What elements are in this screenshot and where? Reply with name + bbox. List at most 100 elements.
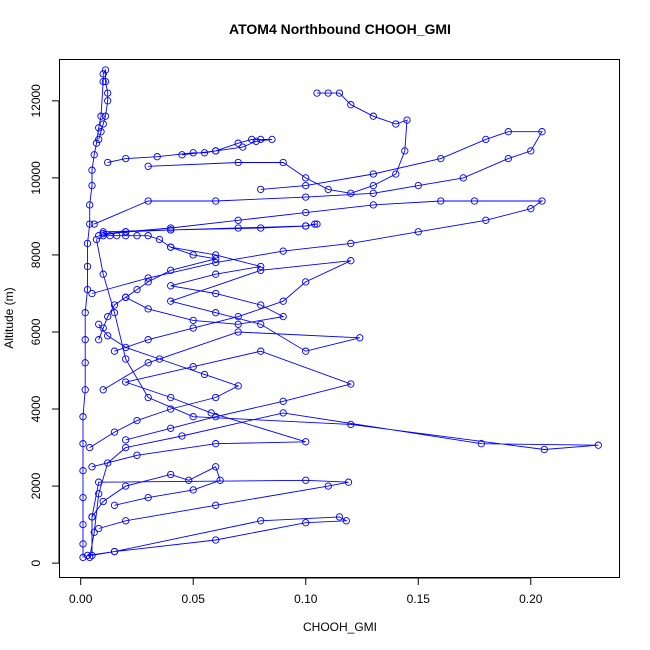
data-point xyxy=(437,154,445,163)
data-point xyxy=(167,224,175,232)
x-axis-label: CHOOH_GMI xyxy=(303,620,377,634)
data-point xyxy=(97,128,105,136)
data-point xyxy=(212,289,220,298)
data-point xyxy=(302,347,310,355)
data-point xyxy=(86,220,94,228)
data-point xyxy=(88,551,96,560)
data-point xyxy=(110,547,119,556)
data-point xyxy=(342,517,350,525)
data-point xyxy=(144,274,152,282)
data-point xyxy=(369,181,377,190)
data-point xyxy=(257,517,265,525)
data-point xyxy=(144,278,152,286)
data-point xyxy=(185,476,193,484)
data-point xyxy=(540,445,548,454)
data-point xyxy=(122,517,130,525)
data-point xyxy=(212,393,220,402)
y-tick-label: 10000 xyxy=(29,161,43,195)
x-tick-label: 0.05 xyxy=(182,592,206,606)
data-point xyxy=(369,112,377,120)
data-point xyxy=(347,189,355,197)
data-point xyxy=(88,463,96,471)
data-point xyxy=(212,463,220,471)
data-point xyxy=(122,443,130,452)
data-point xyxy=(189,486,197,494)
data-point xyxy=(212,251,220,259)
series-line xyxy=(82,68,109,558)
data-point xyxy=(392,170,400,178)
data-point xyxy=(477,440,485,448)
data-point xyxy=(83,262,92,271)
data-point xyxy=(83,551,92,560)
data-point xyxy=(527,147,535,155)
data-point xyxy=(302,519,310,527)
data-point xyxy=(104,89,112,97)
y-tick-label: 8000 xyxy=(29,241,43,268)
data-point xyxy=(347,380,355,388)
data-point xyxy=(392,120,400,128)
series-line xyxy=(103,223,318,235)
data-point xyxy=(279,297,287,305)
data-point xyxy=(302,193,310,201)
data-point xyxy=(216,476,224,484)
data-point xyxy=(144,162,152,170)
data-point xyxy=(527,205,535,213)
data-point xyxy=(200,149,209,157)
data-point xyxy=(95,232,103,240)
data-point xyxy=(167,405,175,413)
data-point xyxy=(212,309,220,317)
data-point xyxy=(212,258,220,267)
data-point xyxy=(122,343,130,352)
data-point xyxy=(212,270,220,278)
data-point xyxy=(324,185,332,194)
data-point xyxy=(167,266,175,274)
data-point xyxy=(347,257,355,265)
series-line xyxy=(107,138,273,163)
data-point xyxy=(101,77,110,86)
data-point xyxy=(99,77,107,86)
data-point xyxy=(90,220,98,228)
data-point xyxy=(79,493,87,502)
data-point xyxy=(155,355,164,363)
data-point xyxy=(234,224,242,232)
data-point xyxy=(335,513,344,521)
data-point xyxy=(86,443,94,452)
data-point xyxy=(144,305,152,313)
y-tick-label: 0 xyxy=(29,559,43,566)
data-point xyxy=(279,158,287,167)
data-point xyxy=(212,536,220,544)
series-line xyxy=(91,466,221,518)
data-point xyxy=(95,336,103,344)
data-point xyxy=(90,151,98,159)
data-point xyxy=(104,459,112,467)
data-point xyxy=(234,328,242,336)
data-point xyxy=(347,239,355,248)
data-point xyxy=(133,285,141,294)
data-point xyxy=(234,312,242,321)
data-point xyxy=(302,476,310,484)
data-point xyxy=(110,309,119,317)
data-point xyxy=(401,147,409,155)
data-point xyxy=(212,501,220,509)
series-line xyxy=(148,92,408,194)
data-point xyxy=(144,493,152,502)
series-line xyxy=(125,246,285,325)
data-point xyxy=(207,409,215,417)
y-tick-label: 2000 xyxy=(29,472,43,499)
data-point xyxy=(95,524,103,533)
data-point xyxy=(167,297,175,305)
data-point xyxy=(83,285,92,294)
data-point xyxy=(86,201,94,209)
data-point xyxy=(167,424,175,432)
data-point xyxy=(110,347,119,355)
data-point xyxy=(101,112,110,120)
data-point xyxy=(104,332,112,340)
data-point xyxy=(79,413,87,421)
data-point xyxy=(122,436,130,444)
data-point xyxy=(167,393,175,402)
data-point xyxy=(90,528,98,536)
data-point xyxy=(212,413,220,421)
data-point xyxy=(594,441,602,449)
data-point xyxy=(81,309,89,317)
